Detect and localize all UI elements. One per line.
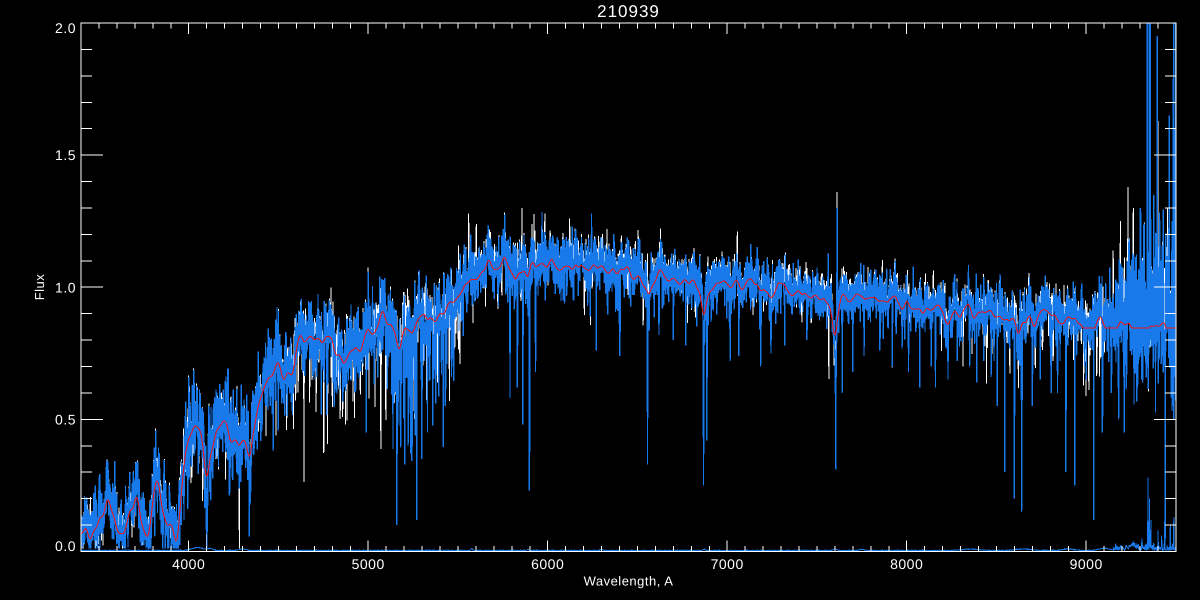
svg-text:5000: 5000 [352,556,385,572]
svg-text:1.5: 1.5 [55,147,76,163]
svg-text:0.0: 0.0 [55,538,76,554]
svg-text:6000: 6000 [531,556,564,572]
svg-text:9000: 9000 [1070,556,1103,572]
svg-text:8000: 8000 [890,556,923,572]
svg-text:1.0: 1.0 [55,280,76,296]
svg-text:7000: 7000 [711,556,744,572]
svg-text:0.5: 0.5 [55,412,76,428]
svg-text:2.0: 2.0 [55,20,76,36]
svg-text:Wavelength, A: Wavelength, A [584,574,674,589]
svg-text:Flux: Flux [32,274,47,301]
svg-text:4000: 4000 [172,556,205,572]
svg-text:210939: 210939 [597,2,660,21]
